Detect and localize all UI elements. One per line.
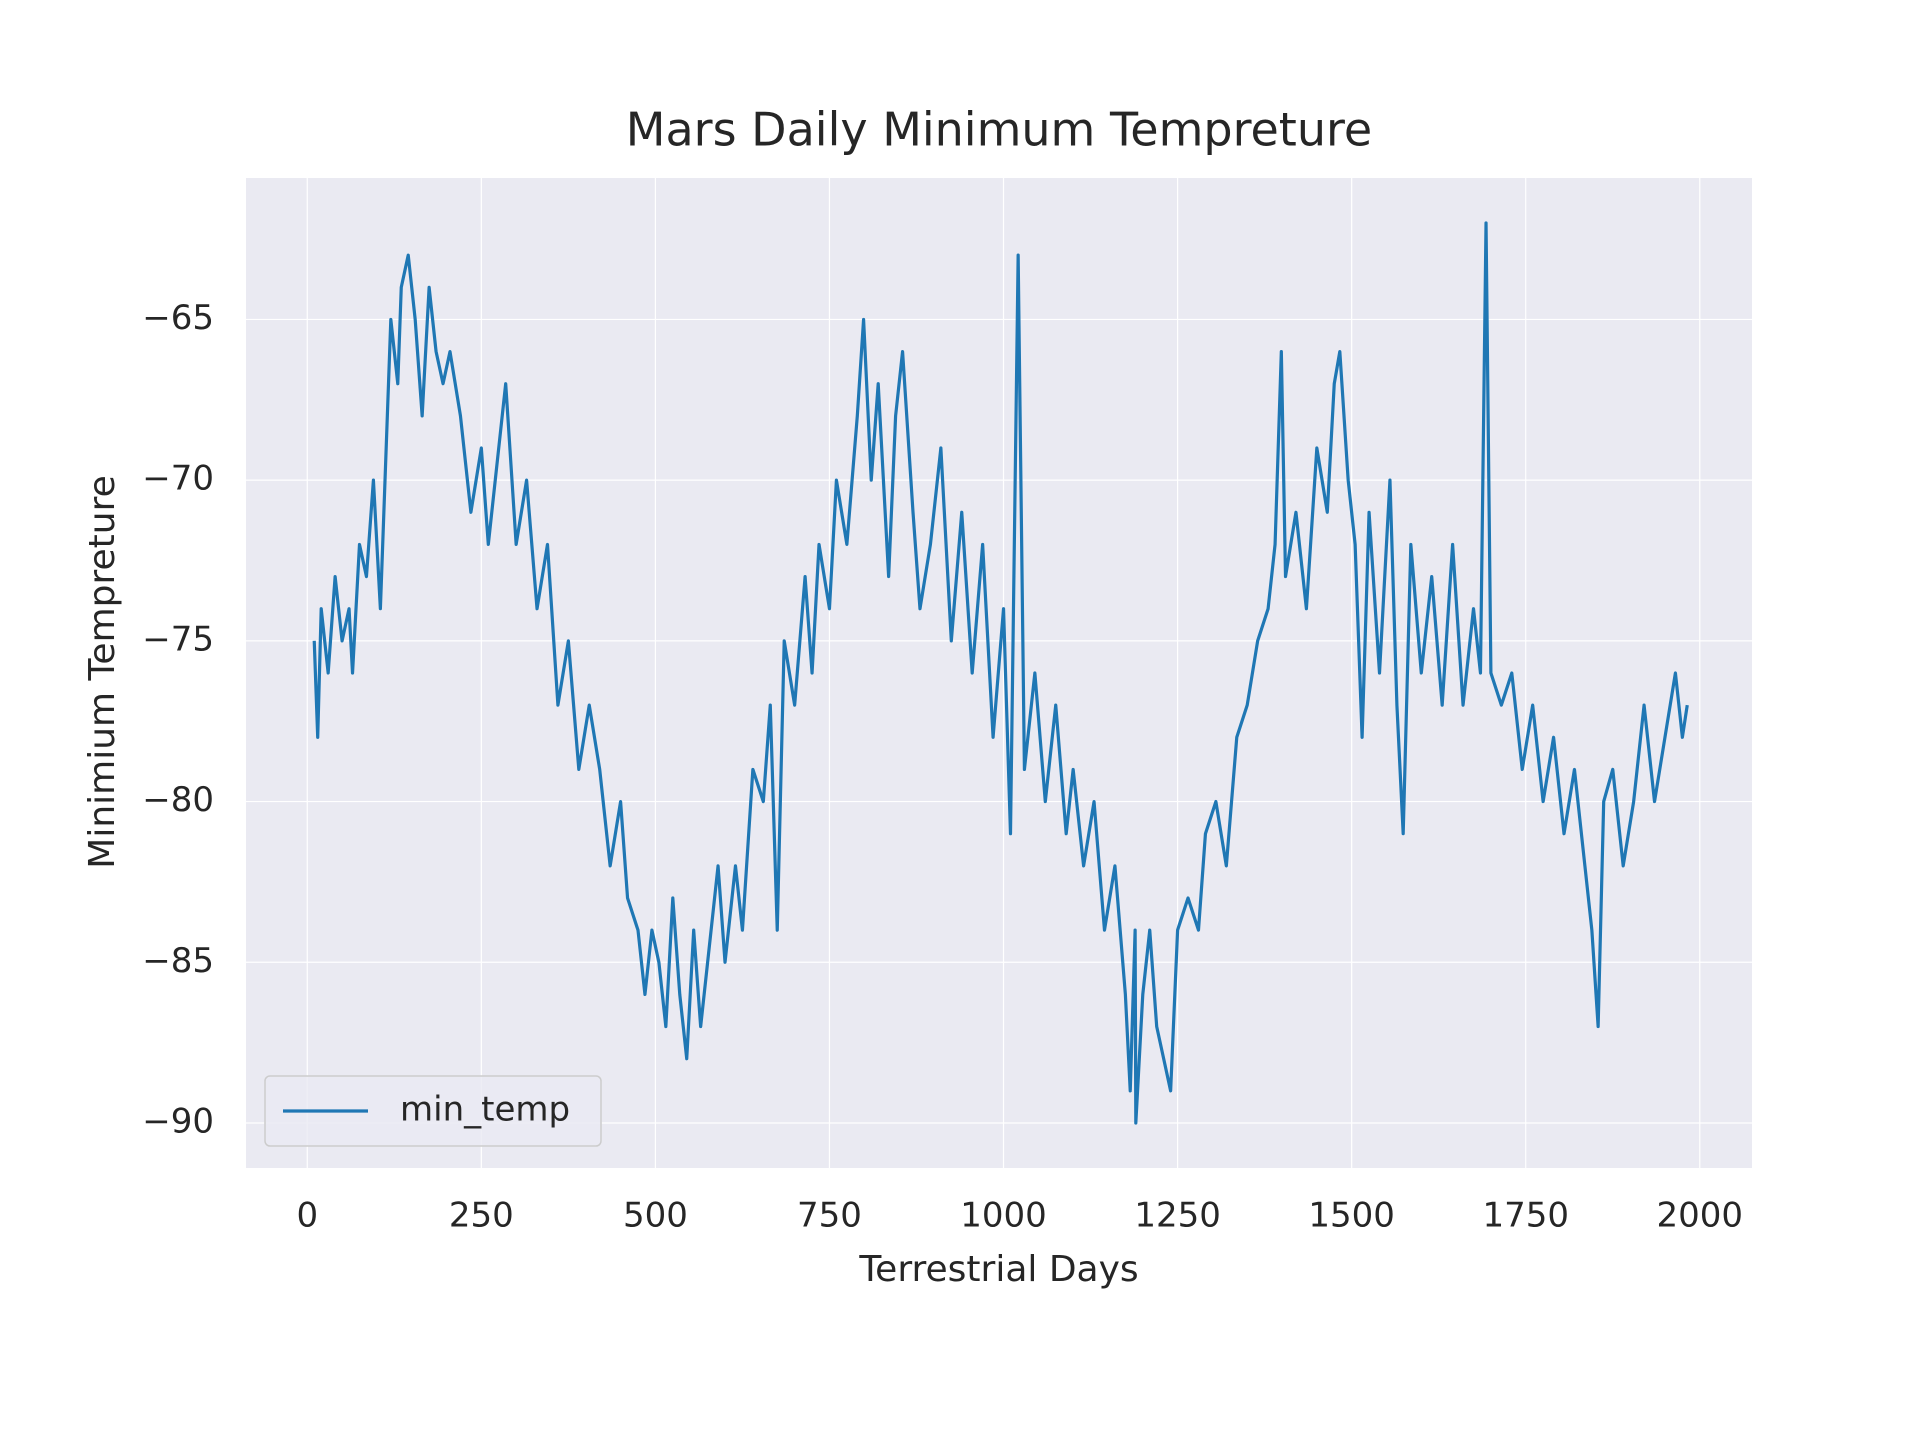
- y-axis-label: Minimium Tempreture: [82, 475, 123, 868]
- x-tick-label: 250: [449, 1196, 514, 1236]
- chart-title: Mars Daily Minimum Tempreture: [626, 103, 1372, 157]
- x-tick-label: 0: [296, 1196, 318, 1236]
- y-tick-label: −85: [142, 941, 214, 981]
- x-tick-label: 1750: [1482, 1196, 1569, 1236]
- x-tick-label: 1250: [1134, 1196, 1221, 1236]
- x-tick-label: 500: [623, 1196, 688, 1236]
- x-axis-label: Terrestrial Days: [858, 1249, 1138, 1290]
- y-tick-label: −70: [142, 459, 214, 499]
- legend-box: [264, 1075, 602, 1147]
- x-tick-label: 2000: [1657, 1196, 1744, 1236]
- x-tick-label: 1000: [960, 1196, 1047, 1236]
- x-tick-label: 750: [797, 1196, 862, 1236]
- legend-label: min_temp: [400, 1090, 570, 1130]
- y-tick-label: −80: [142, 780, 214, 820]
- y-tick-label: −65: [142, 298, 214, 338]
- x-tick-label: 1500: [1308, 1196, 1395, 1236]
- y-tick-label: −90: [142, 1102, 214, 1142]
- y-tick-label: −75: [142, 619, 214, 659]
- data-line: [312, 221, 1689, 1125]
